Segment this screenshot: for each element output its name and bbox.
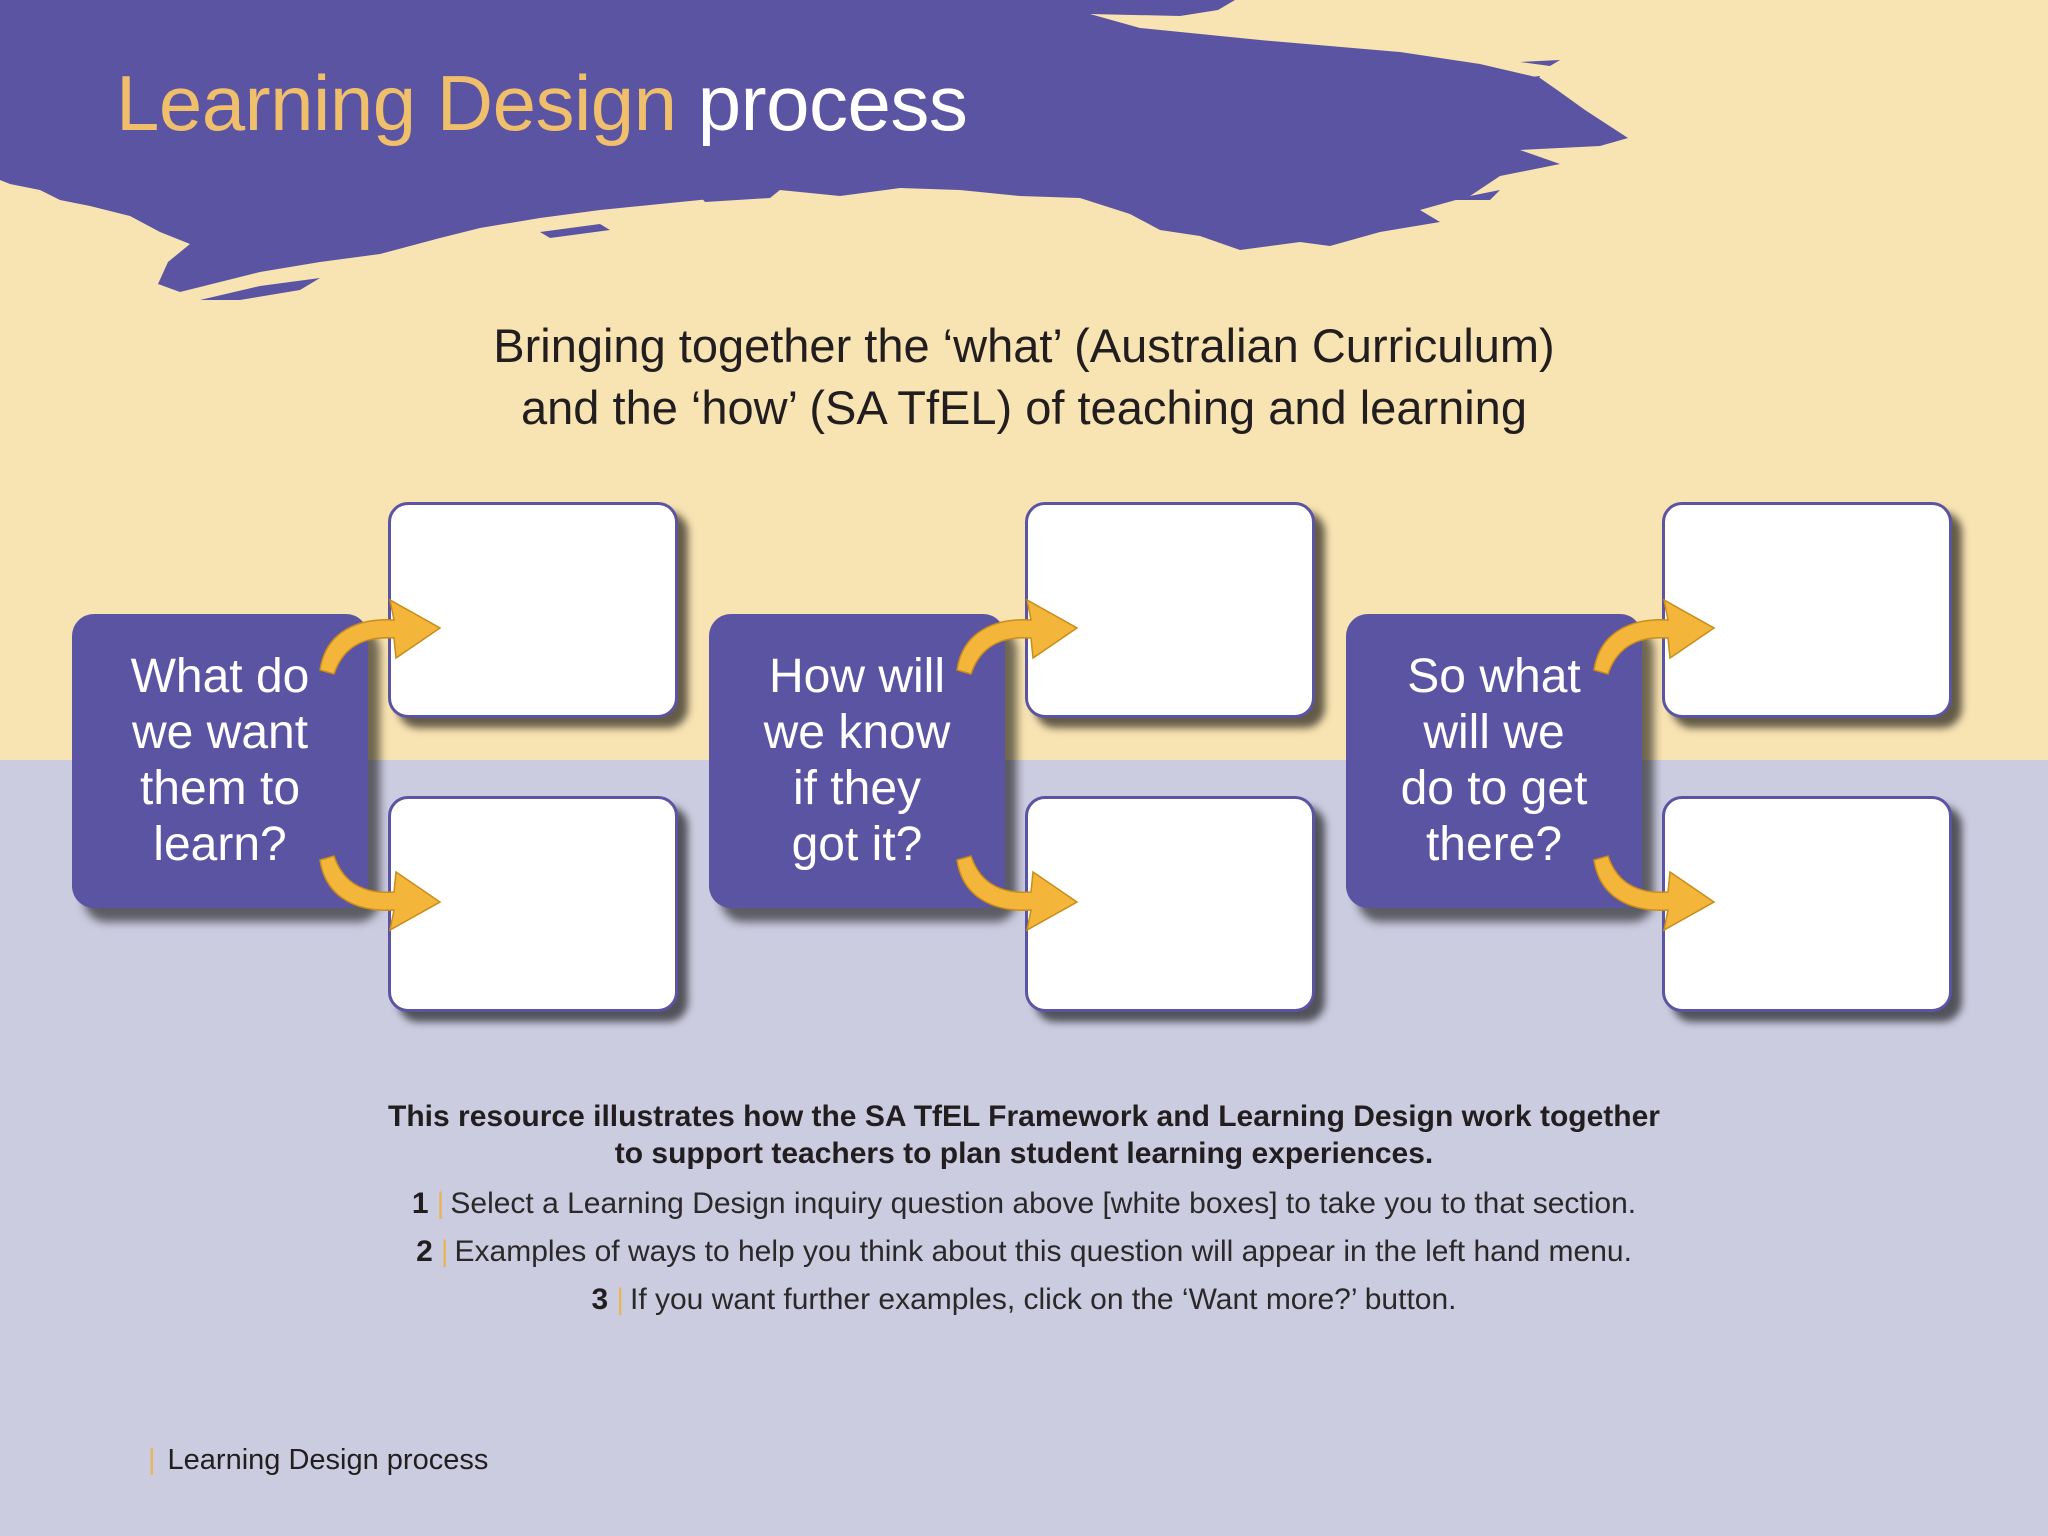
- inquiry-box-3-top[interactable]: [1662, 502, 1952, 718]
- title-accent: Learning Design: [116, 59, 677, 147]
- curved-arrow-icon: [956, 598, 1079, 675]
- question-line: got it?: [791, 818, 923, 871]
- step-text: If you want further examples, click on t…: [629, 1283, 1457, 1316]
- inquiry-box-1-top[interactable]: [388, 502, 678, 718]
- question-line: What do: [130, 650, 310, 703]
- question-line: do to get: [1400, 762, 1588, 815]
- step-item: 3 | If you want further examples, click on…: [0, 1276, 2048, 1324]
- brush-stroke-banner: [0, 0, 1628, 300]
- step-separator: |: [440, 1235, 449, 1268]
- footer-label: | Learning Design process: [148, 1444, 488, 1477]
- step-item: 2 | Examples of ways to help you think abo…: [0, 1228, 2048, 1276]
- curved-arrow-icon: [319, 598, 442, 675]
- intro-line-2: to support teachers to plan student lear…: [614, 1137, 1434, 1170]
- question-line: learn?: [153, 818, 287, 871]
- question-line: there?: [1425, 818, 1563, 871]
- footer-text: Learning Design process: [167, 1444, 489, 1476]
- question-line: So what: [1407, 650, 1581, 703]
- intro-text: This resource illustrates how the SA TfE…: [0, 1098, 2048, 1172]
- steps-list: 1 | Select a Learning Design inquiry quest…: [0, 1180, 2048, 1324]
- subtitle-line-2: and the ‘how’ (SA TfEL) of teaching and …: [521, 381, 1527, 434]
- curved-arrow-icon: [956, 855, 1079, 932]
- step-number: 2: [416, 1235, 433, 1268]
- step-separator: |: [436, 1187, 445, 1220]
- question-line: we know: [763, 706, 951, 759]
- question-line: How will: [768, 650, 945, 703]
- subtitle: Bringing together the ‘what’ (Australian…: [0, 315, 2048, 439]
- title-main: process: [697, 59, 968, 147]
- question-what-learn: What do we want them to learn?: [72, 614, 368, 908]
- question-line: we want: [131, 706, 309, 759]
- inquiry-box-2-top[interactable]: [1025, 502, 1315, 718]
- curved-arrow-icon: [1593, 855, 1716, 932]
- curved-arrow-icon: [1593, 598, 1716, 675]
- step-item: 1 | Select a Learning Design inquiry quest…: [0, 1180, 2048, 1228]
- intro-line-1: This resource illustrates how the SA TfE…: [388, 1100, 1660, 1133]
- page-title: Learning Design process: [116, 58, 968, 149]
- curved-arrow-icon: [319, 855, 442, 932]
- subtitle-line-1: Bringing together the ‘what’ (Australian…: [493, 319, 1555, 372]
- question-line: if they: [792, 762, 922, 815]
- question-so-what: So what will we do to get there?: [1346, 614, 1642, 908]
- step-text: Select a Learning Design inquiry questio…: [450, 1187, 1637, 1220]
- step-separator: |: [616, 1283, 624, 1316]
- question-line: them to: [139, 762, 301, 815]
- step-text: Examples of ways to help you think about…: [454, 1235, 1632, 1268]
- question-how-know: How will we know if they got it?: [709, 614, 1005, 908]
- step-number: 1: [411, 1187, 429, 1220]
- step-number: 3: [591, 1283, 609, 1316]
- question-line: will we: [1423, 706, 1565, 759]
- footer-separator: |: [148, 1444, 156, 1476]
